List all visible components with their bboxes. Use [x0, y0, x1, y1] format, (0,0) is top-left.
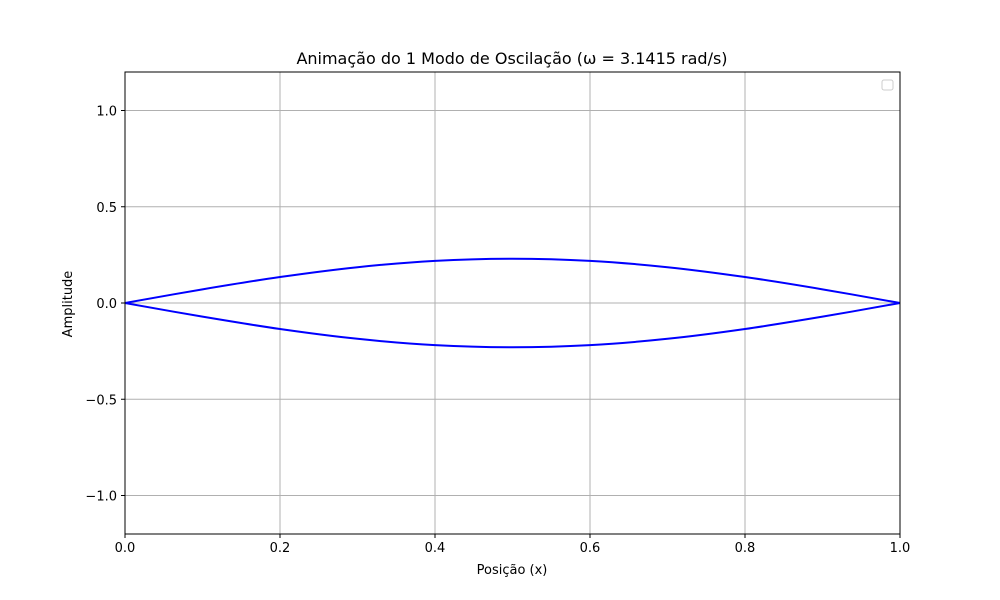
chart-title: Animação do 1 Modo de Oscilação (ω = 3.1… [296, 49, 727, 68]
x-tick-label: 0.8 [735, 541, 756, 556]
series-line-2 [124, 302, 901, 349]
legend-box [881, 79, 894, 91]
x-tick-label: 0.6 [580, 541, 601, 556]
series-line-1 [124, 257, 901, 304]
y-axis-label: Amplitude [61, 271, 76, 338]
x-tick-label: 0.0 [115, 541, 136, 556]
y-tick-label: −1.0 [85, 490, 117, 505]
x-tick-label: 0.2 [270, 541, 291, 556]
y-tick-label: −0.5 [85, 393, 117, 408]
series-lines [124, 257, 901, 349]
axis-ticks: 0.0 0.2 0.4 0.6 0.8 1.0 −1.0 −0.5 0.0 0.5 1.0 [85, 105, 910, 557]
x-axis-label: Posição (x) [477, 563, 548, 578]
x-tick-label: 1.0 [890, 541, 911, 556]
y-tick-label: 0.5 [96, 201, 117, 216]
x-tick-label: 0.4 [425, 541, 446, 556]
y-tick-label: 1.0 [96, 105, 117, 120]
y-tick-label: 0.0 [96, 297, 117, 312]
